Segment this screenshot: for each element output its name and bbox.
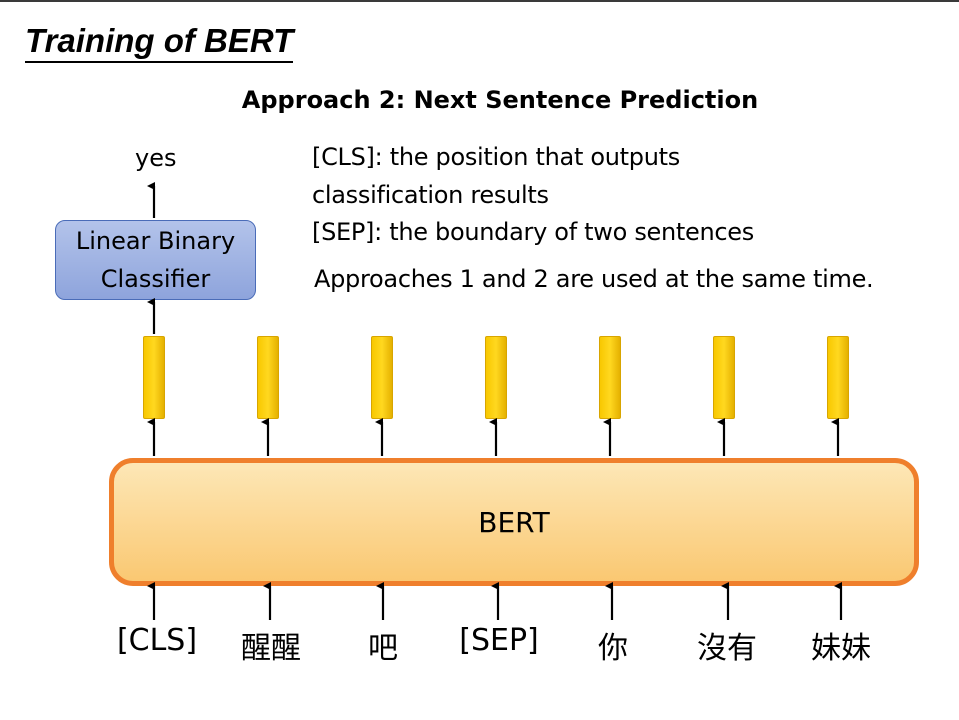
note-cls-line1: [CLS]: the position that outputs	[312, 143, 680, 171]
input-token-2: 醒醒	[241, 631, 301, 666]
note-cls: [CLS]: the position that outputs classif…	[312, 138, 680, 214]
input-token-7: 妹妹	[811, 631, 871, 666]
slide-subtitle: Approach 2: Next Sentence Prediction	[241, 86, 759, 114]
note-sep: [SEP]: the boundary of two sentences	[312, 218, 754, 246]
classifier-output-label: yes	[135, 144, 177, 172]
input-token-sep: [SEP]	[459, 623, 539, 658]
bert-model-box: BERT	[109, 458, 919, 586]
input-token-6: 沒有	[697, 631, 757, 666]
bert-label: BERT	[478, 505, 550, 539]
classifier-label-line2: Classifier	[100, 265, 211, 293]
note-cls-line2: classification results	[312, 181, 549, 209]
input-token-3: 吧	[368, 631, 398, 666]
input-token-cls: [CLS]	[116, 623, 198, 658]
note-approaches: Approaches 1 and 2 are used at the same …	[314, 265, 874, 293]
classifier-label-line1: Linear Binary	[75, 227, 236, 255]
slide-title: Training of BERT	[25, 22, 294, 63]
top-rule	[0, 0, 959, 2]
input-token-5: 你	[598, 631, 628, 666]
linear-binary-classifier: Linear Binary Classifier	[55, 220, 256, 300]
